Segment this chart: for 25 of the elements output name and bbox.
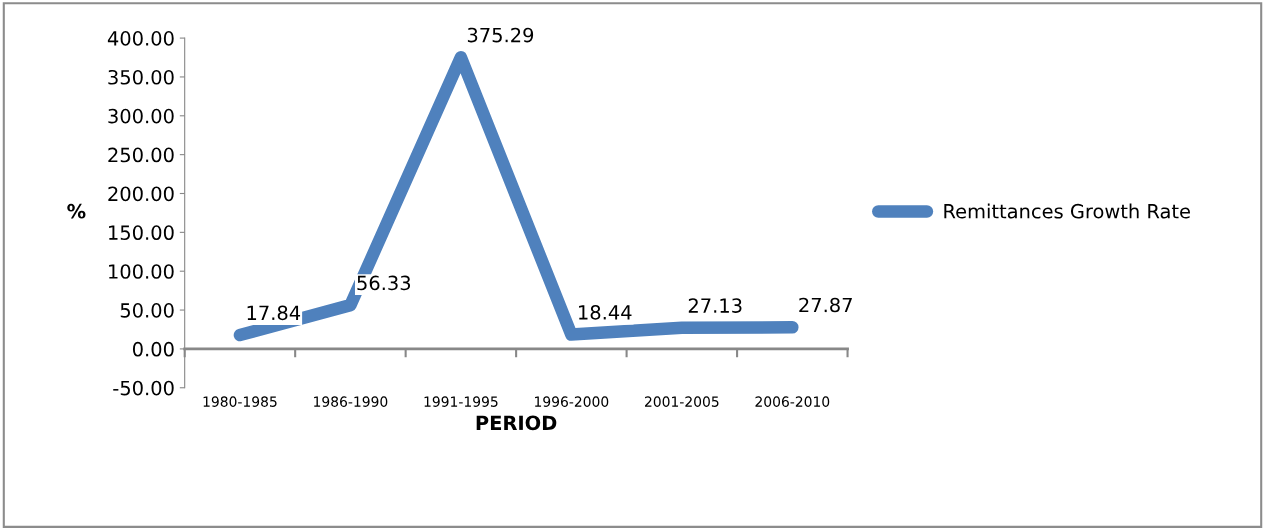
data-label: 56.33	[357, 275, 411, 291]
x-tick-label: 1996-2000	[535, 396, 609, 407]
data-label: 17.84	[247, 305, 301, 321]
x-axis-title: PERIOD	[476, 415, 557, 431]
legend-label: Remittances Growth Rate	[944, 203, 1190, 219]
x-tick-label: 1986-1990	[314, 396, 388, 407]
data-label: 27.87	[799, 297, 852, 313]
y-axis-title: %	[67, 203, 86, 219]
data-label: 18.44	[579, 304, 632, 320]
x-tick-label: 2006-2010	[755, 396, 830, 407]
x-tick-label: 2001-2005	[645, 396, 719, 407]
y-tick-label: 200.00	[108, 186, 174, 202]
y-tick-label: 300.00	[108, 108, 174, 124]
y-tick-label: 400.00	[107, 31, 174, 46]
x-tick-label: 1980-1985	[203, 396, 277, 407]
y-tick-label: 350.00	[108, 69, 174, 85]
y-tick-label: 0.00	[132, 341, 174, 357]
y-tick-label: 100.00	[109, 264, 174, 279]
y-tick-label: 50.00	[120, 303, 174, 318]
data-label: 375.29	[467, 27, 534, 43]
y-tick-label: 150.00	[109, 225, 174, 241]
x-tick-label: 1991-1995	[424, 396, 498, 407]
y-tick-label: 250.00	[108, 147, 174, 163]
y-tick-label: -50.00	[113, 380, 174, 396]
data-label: 27.13	[688, 298, 742, 313]
